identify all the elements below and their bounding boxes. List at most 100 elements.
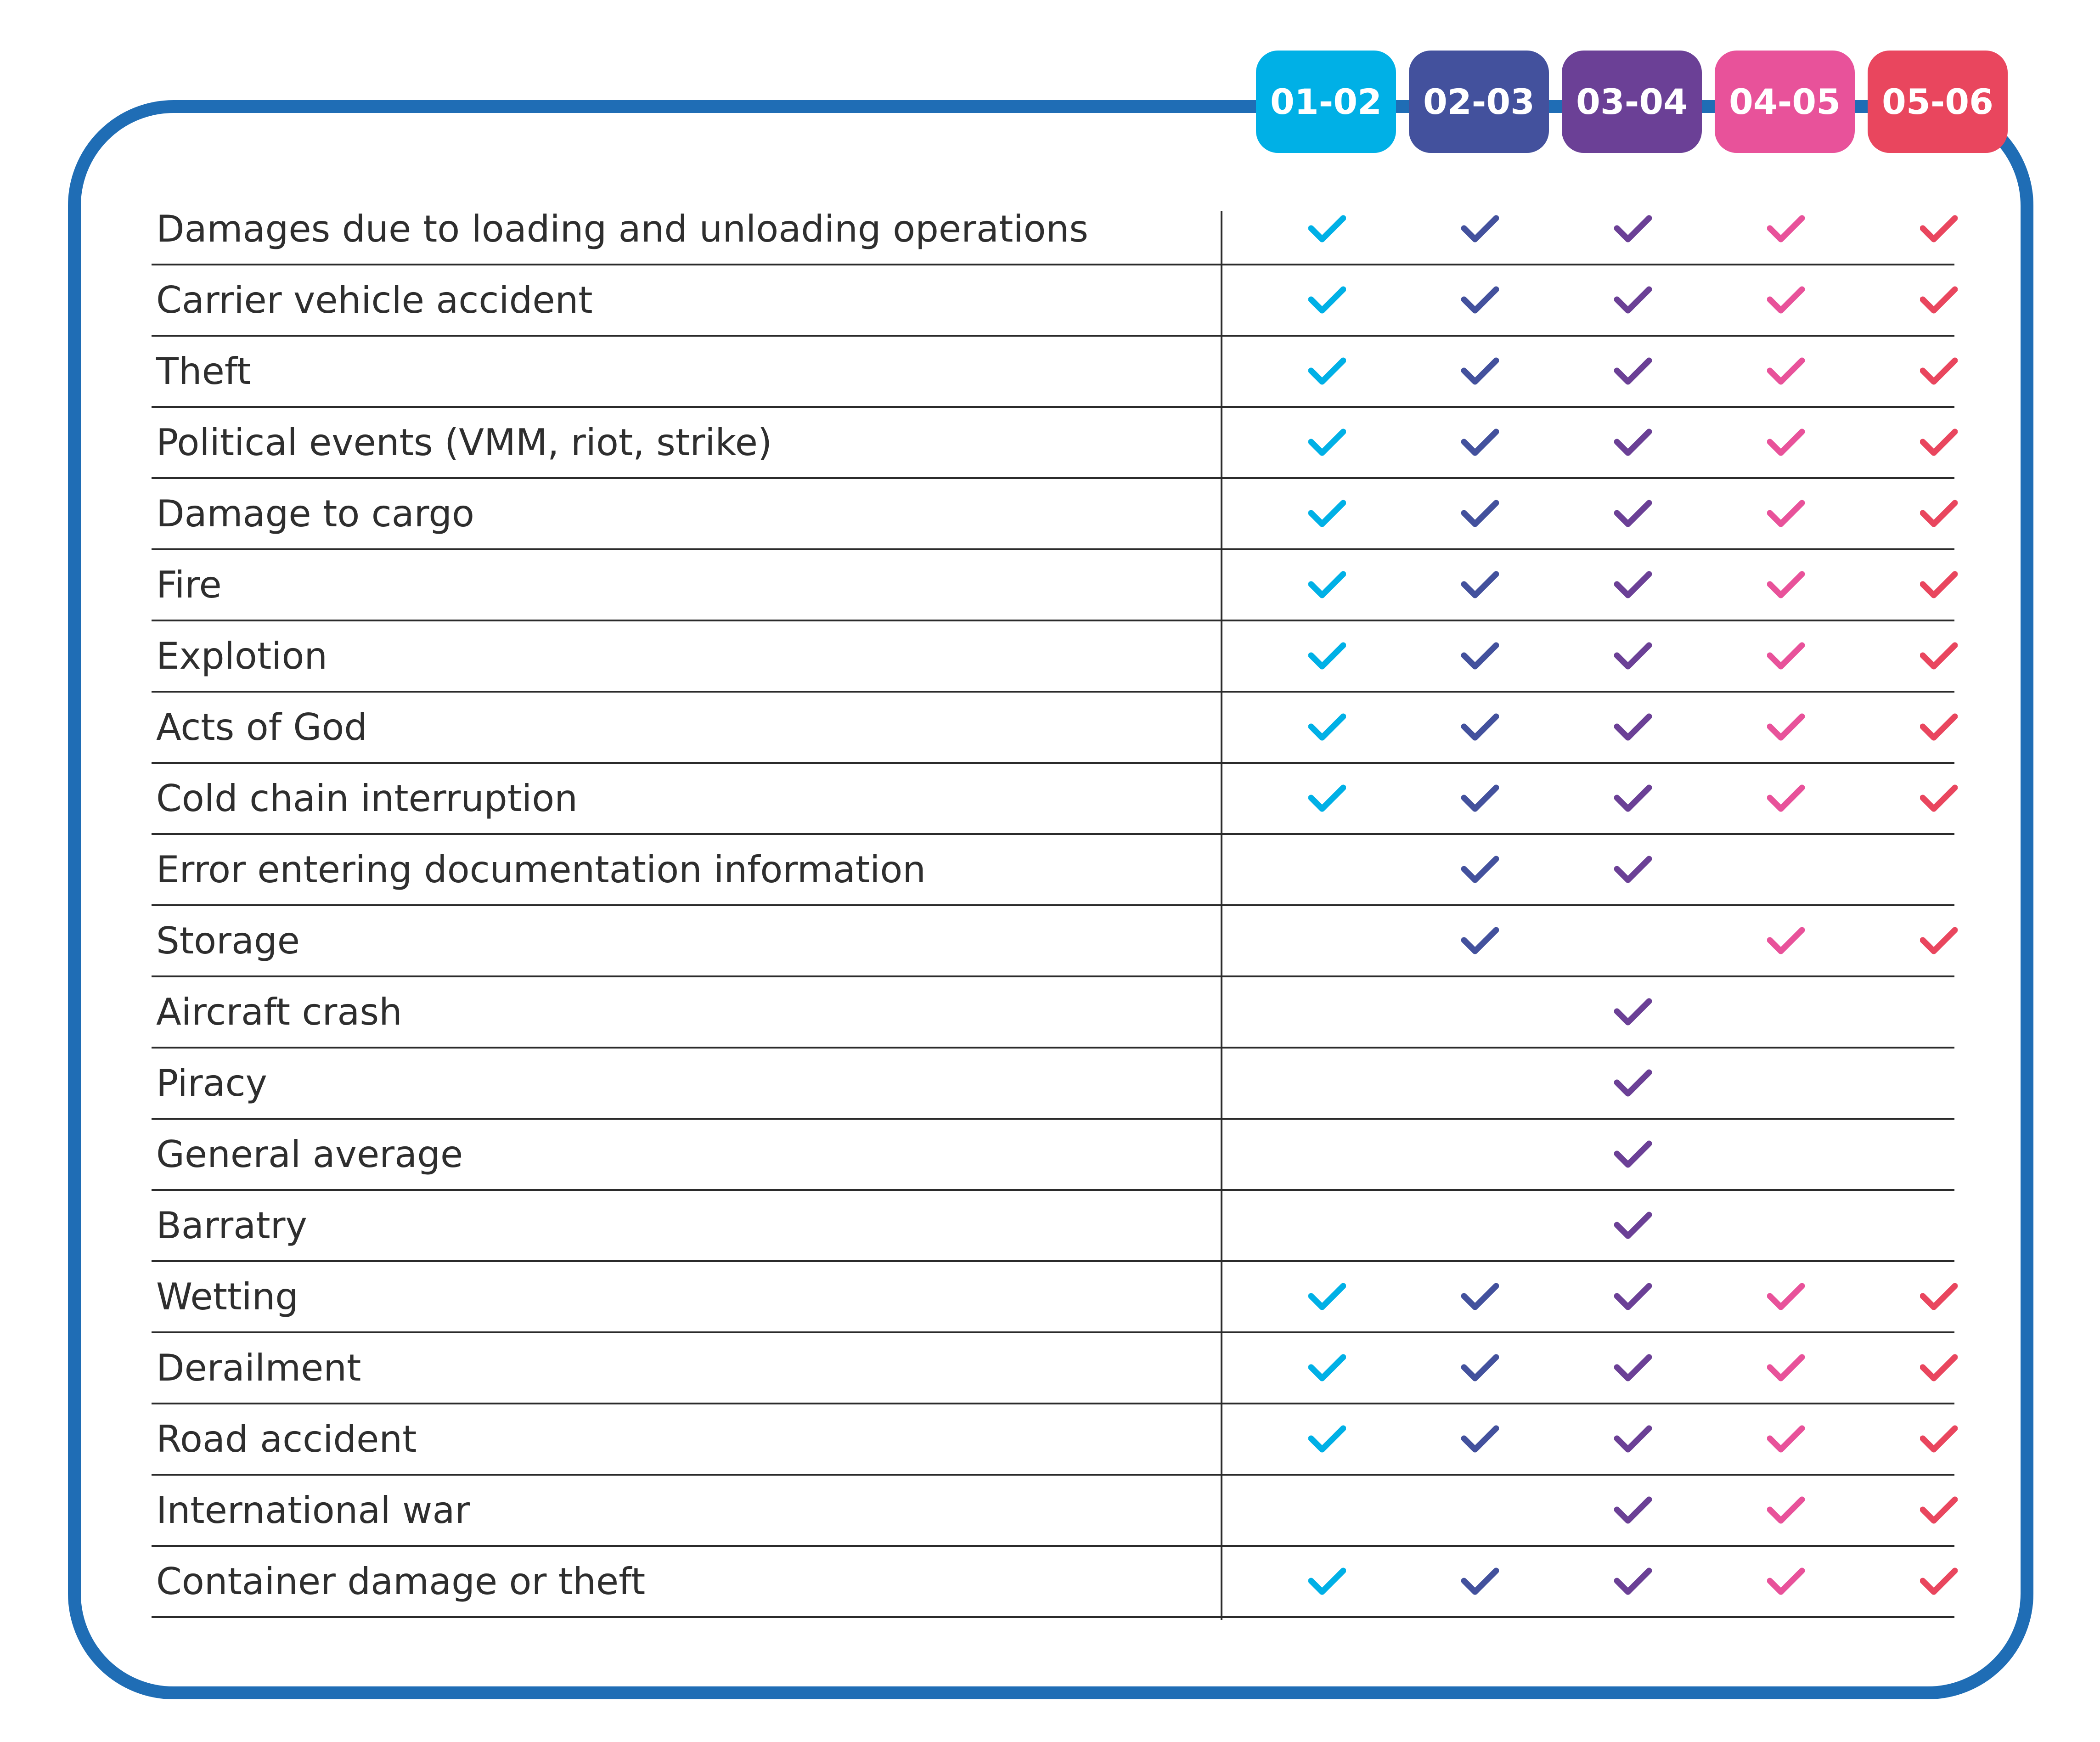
- check-cell-01-02: [1251, 408, 1403, 477]
- check-cell-04-05: [1710, 479, 1862, 548]
- check-icon: [1767, 357, 1805, 384]
- check-icon: [1461, 286, 1499, 313]
- check-icon: [1614, 428, 1652, 456]
- check-icon: [1461, 500, 1499, 527]
- check-cell-03-04: [1557, 337, 1709, 406]
- check-icon: [1614, 1567, 1652, 1595]
- check-icon: [1461, 357, 1499, 384]
- table-row: Cold chain interruption: [152, 764, 1958, 835]
- check-cell-04-05: [1710, 906, 1862, 975]
- check-cell-02-03: [1404, 1262, 1556, 1331]
- check-icon: [1767, 1567, 1805, 1595]
- check-cell-05-06: [1863, 265, 2015, 335]
- check-cell-02-03: [1404, 265, 1556, 335]
- table-row: Error entering documentation information: [152, 835, 1954, 906]
- check-cell-03-04: [1557, 1262, 1709, 1331]
- check-cell-04-05: [1710, 764, 1862, 833]
- row-label: Fire: [156, 564, 222, 606]
- column-header-3: 03-04: [1562, 51, 1702, 153]
- check-icon: [1308, 784, 1346, 812]
- table-row: Derailment: [152, 1333, 1958, 1404]
- check-cell-01-02: [1251, 194, 1403, 264]
- check-icon: [1920, 428, 1958, 456]
- check-icon: [1920, 1425, 1958, 1452]
- check-icon: [1614, 713, 1652, 740]
- check-icon: [1614, 1354, 1652, 1381]
- table-row: Container damage or theft: [152, 1547, 1958, 1618]
- check-icon: [1767, 215, 1805, 242]
- check-cell-05-06: [1863, 1476, 2015, 1545]
- check-cell-05-06: [1863, 621, 2015, 691]
- check-icon: [1461, 1283, 1499, 1310]
- table-row: Political events (VMM, riot, strike): [152, 408, 1958, 479]
- check-icon: [1308, 1354, 1346, 1381]
- check-cell-05-06: [1863, 693, 2015, 762]
- check-cell-01-02: [1251, 1404, 1403, 1474]
- row-label: Theft: [156, 350, 251, 393]
- row-label: Damages due to loading and unloading ope…: [156, 208, 1088, 250]
- check-cell-02-03: [1404, 408, 1556, 477]
- check-cell-01-02: [1251, 1547, 1403, 1616]
- check-cell-03-04: [1557, 693, 1709, 762]
- check-icon: [1614, 784, 1652, 812]
- check-cell-01-02: [1251, 337, 1403, 406]
- check-cell-01-02: [1251, 621, 1403, 691]
- check-icon: [1920, 642, 1958, 669]
- check-icon: [1767, 927, 1805, 954]
- column-header-2: 02-03: [1409, 51, 1549, 153]
- check-cell-02-03: [1404, 550, 1556, 620]
- check-icon: [1767, 1354, 1805, 1381]
- table-row: Aircraft crash: [152, 977, 1954, 1049]
- check-icon: [1767, 713, 1805, 740]
- check-icon: [1920, 927, 1958, 954]
- check-cell-05-06: [1863, 194, 2015, 264]
- check-icon: [1308, 1567, 1346, 1595]
- check-cell-03-04: [1557, 265, 1709, 335]
- row-label: Road accident: [156, 1418, 417, 1460]
- column-header-5: 05-06: [1868, 51, 2008, 153]
- check-cell-04-05: [1710, 693, 1862, 762]
- row-label: Container damage or theft: [156, 1560, 646, 1603]
- table-row: Damages due to loading and unloading ope…: [152, 194, 1958, 265]
- row-label: Cold chain interruption: [156, 777, 578, 820]
- table-row: Barratry: [152, 1191, 1954, 1262]
- table-row: General average: [152, 1120, 1954, 1191]
- check-icon: [1614, 500, 1652, 527]
- check-icon: [1614, 998, 1652, 1025]
- check-cell-04-05: [1710, 550, 1862, 620]
- table-row: International war: [152, 1476, 1958, 1547]
- check-icon: [1767, 428, 1805, 456]
- check-icon: [1614, 1069, 1652, 1096]
- check-icon: [1308, 428, 1346, 456]
- check-cell-04-05: [1710, 337, 1862, 406]
- check-icon: [1461, 856, 1499, 883]
- table-row: Piracy: [152, 1049, 1954, 1120]
- check-cell-05-06: [1863, 906, 2015, 975]
- check-cell-03-04: [1557, 1404, 1709, 1474]
- check-icon: [1767, 784, 1805, 812]
- check-cell-02-03: [1404, 337, 1556, 406]
- check-icon: [1767, 1496, 1805, 1523]
- check-icon: [1767, 1425, 1805, 1452]
- row-label: General average: [156, 1133, 463, 1176]
- check-icon: [1614, 1212, 1652, 1239]
- check-cell-03-04: [1557, 977, 1709, 1047]
- row-label: Explotion: [156, 635, 328, 677]
- coverage-frame: [68, 100, 2033, 1699]
- check-icon: [1920, 1567, 1958, 1595]
- check-cell-02-03: [1404, 479, 1556, 548]
- check-icon: [1308, 1425, 1346, 1452]
- check-cell-03-04: [1557, 1476, 1709, 1545]
- check-icon: [1308, 571, 1346, 598]
- check-icon: [1767, 1283, 1805, 1310]
- check-icon: [1767, 642, 1805, 669]
- check-icon: [1614, 1496, 1652, 1523]
- check-cell-05-06: [1863, 337, 2015, 406]
- check-cell-04-05: [1710, 1262, 1862, 1331]
- check-icon: [1920, 784, 1958, 812]
- check-cell-05-06: [1863, 764, 2015, 833]
- check-cell-01-02: [1251, 479, 1403, 548]
- check-cell-05-06: [1863, 1404, 2015, 1474]
- check-cell-01-02: [1251, 265, 1403, 335]
- column-header-1: 01-02: [1256, 51, 1396, 153]
